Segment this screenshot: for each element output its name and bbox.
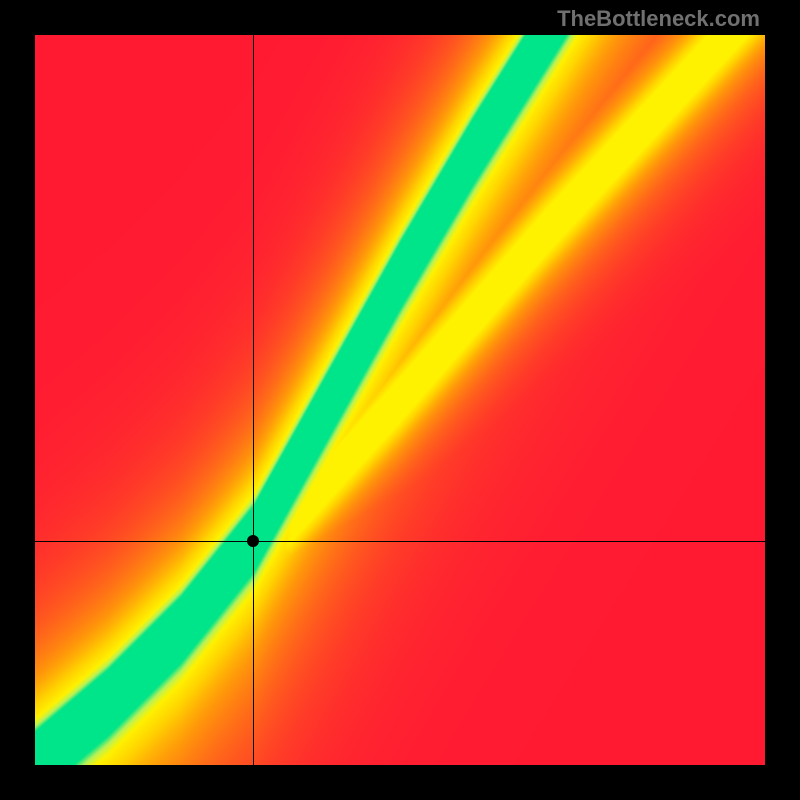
crosshair-vertical (253, 35, 254, 765)
heatmap-canvas (35, 35, 765, 765)
crosshair-horizontal (35, 541, 765, 542)
selected-point-marker (247, 535, 259, 547)
heatmap-plot (35, 35, 765, 765)
watermark-text: TheBottleneck.com (557, 6, 760, 32)
